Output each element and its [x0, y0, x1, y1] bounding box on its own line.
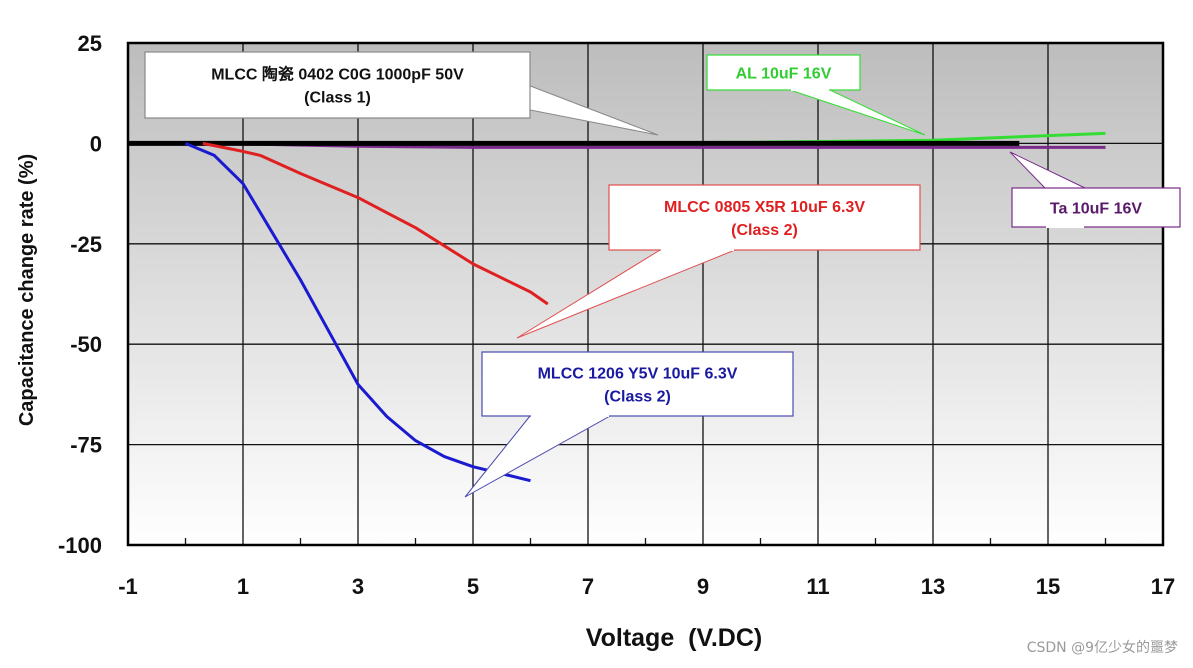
y-tick-label: -50: [70, 332, 102, 357]
callout-label: (Class 2): [731, 222, 798, 239]
series-line: [202, 141, 549, 306]
plot-area: [128, 43, 1163, 545]
callout-0: MLCC 陶瓷 0402 C0G 1000pF 50V (Class 1): [144, 51, 659, 136]
callout-label: MLCC 0805 X5R 10uF 6.3V: [664, 199, 865, 216]
callout-label: (Class 1): [304, 90, 371, 107]
callout-2: Ta 10uF 16V: [1009, 151, 1181, 228]
plot-frame: [126, 41, 1165, 547]
callout-4: MLCC 1206 Y5V 10uF 6.3V (Class 2): [464, 351, 794, 498]
callout-box: [144, 51, 531, 119]
x-tick-label: 9: [697, 574, 709, 599]
watermark: CSDN @9亿少女的噩梦: [1027, 639, 1178, 656]
y-tick-labels: 25 0 -25 -50 -75 -100: [58, 31, 102, 558]
callout-joint: [1046, 225, 1084, 228]
callout-box: [608, 184, 921, 251]
x-tick-label: -1: [118, 574, 138, 599]
callout-box: [706, 54, 861, 91]
y-tick-label: -100: [58, 533, 102, 558]
y-tick-label: -75: [70, 433, 102, 458]
callout-joint: [791, 88, 829, 91]
series-line: [184, 142, 531, 483]
y-tick-label: 25: [78, 31, 102, 56]
callout-label: MLCC 1206 Y5V 10uF 6.3V: [538, 366, 738, 383]
callout-box: [1011, 187, 1181, 228]
callout-box: [481, 351, 794, 417]
x-tick-label: 11: [806, 574, 829, 599]
callout-label: AL 10uF 16V: [736, 66, 832, 83]
x-tick-label: 1: [237, 574, 249, 599]
x-tick-label: 5: [467, 574, 479, 599]
x-tick-label: 15: [1036, 574, 1060, 599]
series-lines: [128, 131, 1106, 483]
x-axis-label: Voltage (V.DC): [586, 624, 762, 652]
y-axis-label: Capacitance change rate (%): [16, 154, 38, 426]
callout-joint: [661, 248, 734, 251]
callout-label: (Class 2): [604, 389, 671, 406]
y-tick-label: -25: [70, 232, 102, 257]
callout-label: Ta 10uF 16V: [1050, 201, 1143, 218]
x-tick-labels: -1 1 3 5 7 9 11 13 15 17: [118, 574, 1175, 599]
y-tick-label: 0: [90, 131, 102, 156]
callout-1: AL 10uF 16V: [706, 54, 926, 136]
x-tick-label: 3: [352, 574, 364, 599]
callout-label: MLCC 陶瓷 0402 C0G 1000pF 50V: [211, 65, 464, 84]
callouts: MLCC 陶瓷 0402 C0G 1000pF 50V (Class 1) AL 1…: [144, 51, 1181, 498]
x-tick-label: 17: [1151, 574, 1175, 599]
x-tick-label: 13: [921, 574, 945, 599]
x-tick-label: 7: [582, 574, 594, 599]
callout-3: MLCC 0805 X5R 10uF 6.3V (Class 2): [516, 184, 921, 339]
callout-joint: [531, 414, 609, 417]
